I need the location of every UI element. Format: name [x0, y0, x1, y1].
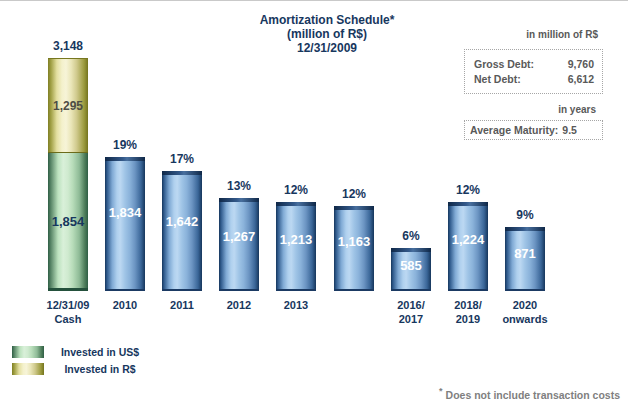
percent-label-2016-2017: 6%: [381, 229, 441, 244]
bar-cap-2011: [162, 171, 202, 175]
percent-label-2020-onwards: 9%: [495, 208, 555, 223]
stacked-bar-cash: 1,295 1,854: [48, 58, 88, 291]
x-axis-label-cash: 12/31/09 Cash: [36, 298, 100, 326]
yellow-swatch-icon: [12, 363, 44, 375]
bar-value-2016-2017: 585: [391, 258, 431, 273]
footnote-text: Does not include transaction costs: [446, 388, 620, 400]
bar-segment-cash-green: 1,854: [48, 153, 88, 291]
legend-label-invested-brl: Invested in R$: [54, 363, 146, 375]
bar-segment-cash-yellow: 1,295: [48, 58, 88, 153]
bar-2020-onwards: 871: [505, 227, 545, 291]
bar-cap-2012: [219, 198, 259, 202]
bar-segment-value-cash-yellow: 1,295: [48, 99, 88, 113]
percent-label-2010: 19%: [95, 138, 155, 153]
bar-cap-2010: [105, 157, 145, 161]
bar-cap-column-6: [334, 206, 374, 210]
green-swatch-icon: [12, 346, 44, 358]
bar-value-column-6: 1,163: [334, 233, 374, 248]
legend-item-invested-brl: Invested in R$: [12, 363, 146, 375]
bar-segment-value-cash-green: 1,854: [48, 213, 88, 228]
bar-cap-2018-2019: [448, 202, 488, 206]
x-axis-label-2012: 2012: [207, 298, 271, 312]
bar-value-2013: 1,213: [276, 231, 316, 246]
x-axis-label-2018-2019: 2018/ 2019: [436, 298, 500, 326]
bar-value-2010: 1,834: [105, 205, 145, 220]
bar-column-6: 1,163: [334, 206, 374, 291]
x-axis-label-2011: 2011: [150, 298, 214, 312]
bar-2011: 1,642: [162, 171, 202, 291]
bar-cap-2016-2017: [391, 248, 431, 252]
bar-2016-2017: 585: [391, 248, 431, 291]
slide-page: Amortization Schedule* (million of R$) 1…: [0, 0, 628, 408]
x-axis-label-2013: 2013: [264, 298, 328, 312]
bar-2010: 1,834: [105, 157, 145, 291]
legend-item-invested-usd: Invested in US$: [12, 346, 146, 358]
legend: Invested in US$ Invested in R$: [12, 346, 146, 380]
bar-2018-2019: 1,224: [448, 202, 488, 291]
bar-cap-2020-onwards: [505, 227, 545, 231]
bar-2013: 1,213: [276, 202, 316, 291]
bar-value-2018-2019: 1,224: [448, 231, 488, 246]
bar-value-2012: 1,267: [219, 229, 259, 244]
bar-value-2011: 1,642: [162, 213, 202, 228]
x-axis-label-2010: 2010: [93, 298, 157, 312]
footnote: * Does not include transaction costs: [439, 386, 620, 401]
footnote-asterisk: *: [439, 386, 443, 396]
percent-label-2018-2019: 12%: [438, 183, 498, 198]
x-axis-label-2016-2017: 2016/ 2017: [379, 298, 443, 326]
bar-cap-2013: [276, 202, 316, 206]
total-label-cash: 3,148: [38, 39, 98, 54]
percent-label-2012: 13%: [209, 179, 269, 194]
x-axis-label-2020-onwards: 2020 onwards: [493, 298, 557, 326]
bar-value-2020-onwards: 871: [505, 246, 545, 261]
bar-2012: 1,267: [219, 198, 259, 291]
percent-label-2011: 17%: [152, 152, 212, 167]
percent-label-2013: 12%: [266, 183, 326, 198]
legend-label-invested-usd: Invested in US$: [54, 346, 146, 358]
percent-label-column-6: 12%: [324, 187, 384, 202]
